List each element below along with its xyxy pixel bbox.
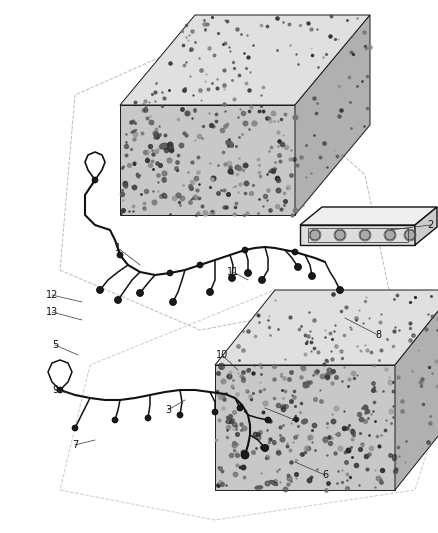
Circle shape xyxy=(170,298,177,305)
Circle shape xyxy=(92,177,98,183)
Text: 9: 9 xyxy=(52,385,58,395)
Ellipse shape xyxy=(268,168,277,173)
Text: 7: 7 xyxy=(72,440,78,450)
Circle shape xyxy=(385,230,395,240)
Polygon shape xyxy=(120,15,370,105)
Ellipse shape xyxy=(156,134,162,139)
Circle shape xyxy=(112,417,118,423)
Ellipse shape xyxy=(123,181,128,188)
Ellipse shape xyxy=(218,363,225,370)
Circle shape xyxy=(72,425,78,431)
Text: 1: 1 xyxy=(115,243,121,253)
Circle shape xyxy=(336,287,343,294)
Circle shape xyxy=(265,417,271,423)
Circle shape xyxy=(261,445,268,451)
Ellipse shape xyxy=(194,108,197,112)
Text: 6: 6 xyxy=(322,470,328,480)
Circle shape xyxy=(241,451,249,459)
Polygon shape xyxy=(300,225,415,245)
Text: 5: 5 xyxy=(52,340,58,350)
Polygon shape xyxy=(300,207,437,225)
Polygon shape xyxy=(120,105,295,215)
Ellipse shape xyxy=(280,405,286,409)
Text: 8: 8 xyxy=(375,330,381,340)
Circle shape xyxy=(197,262,203,268)
Text: 13: 13 xyxy=(46,307,58,317)
Ellipse shape xyxy=(143,108,148,112)
Ellipse shape xyxy=(229,419,235,424)
Circle shape xyxy=(212,409,218,415)
Text: 3: 3 xyxy=(165,405,171,415)
Circle shape xyxy=(242,247,248,253)
Circle shape xyxy=(237,405,243,411)
Ellipse shape xyxy=(269,480,278,486)
Ellipse shape xyxy=(392,454,397,461)
Ellipse shape xyxy=(351,429,356,437)
Ellipse shape xyxy=(276,451,281,455)
Ellipse shape xyxy=(301,419,308,424)
Polygon shape xyxy=(215,290,438,365)
Text: 10: 10 xyxy=(216,350,228,360)
Circle shape xyxy=(405,230,415,240)
Circle shape xyxy=(258,277,265,284)
Circle shape xyxy=(310,230,320,240)
Ellipse shape xyxy=(226,418,232,424)
Ellipse shape xyxy=(167,142,174,151)
Ellipse shape xyxy=(272,440,276,445)
Polygon shape xyxy=(295,15,370,215)
Circle shape xyxy=(114,296,121,303)
Ellipse shape xyxy=(162,193,167,199)
Polygon shape xyxy=(215,365,395,490)
Ellipse shape xyxy=(226,140,234,148)
Circle shape xyxy=(145,415,151,421)
Circle shape xyxy=(360,230,370,240)
Circle shape xyxy=(308,272,315,279)
Text: 11: 11 xyxy=(227,267,239,277)
Ellipse shape xyxy=(136,173,140,178)
Text: 4: 4 xyxy=(292,415,298,425)
Ellipse shape xyxy=(162,177,166,183)
Circle shape xyxy=(96,287,103,294)
Circle shape xyxy=(335,230,345,240)
Ellipse shape xyxy=(131,130,137,133)
Ellipse shape xyxy=(121,166,124,169)
Circle shape xyxy=(294,263,301,271)
Circle shape xyxy=(137,289,144,296)
Circle shape xyxy=(262,445,268,451)
Circle shape xyxy=(57,387,63,393)
Circle shape xyxy=(177,412,183,418)
Ellipse shape xyxy=(254,486,263,489)
Circle shape xyxy=(117,252,123,258)
Circle shape xyxy=(206,288,213,295)
Circle shape xyxy=(167,270,173,276)
Ellipse shape xyxy=(159,143,169,149)
Circle shape xyxy=(244,270,251,277)
Circle shape xyxy=(229,274,236,281)
Text: 2: 2 xyxy=(427,220,433,230)
Circle shape xyxy=(292,249,298,255)
Polygon shape xyxy=(395,290,438,490)
Polygon shape xyxy=(415,207,437,245)
Text: 12: 12 xyxy=(46,290,58,300)
